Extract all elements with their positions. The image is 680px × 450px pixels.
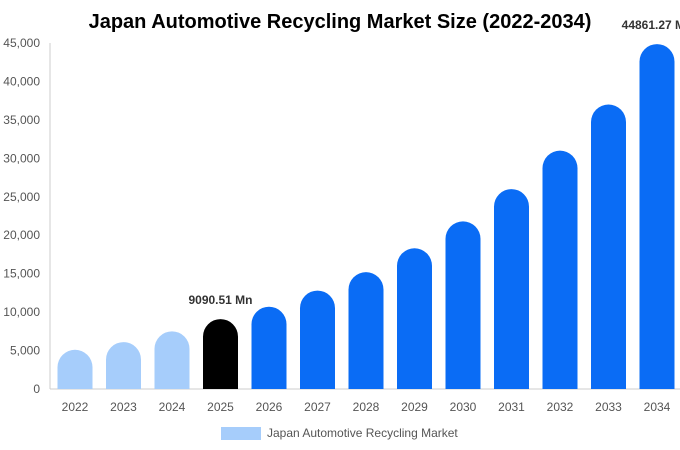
bar-2034[interactable]	[639, 44, 675, 389]
bar-2028[interactable]	[348, 272, 384, 389]
legend[interactable]: Japan Automotive Recycling Market	[221, 426, 458, 440]
y-tick-label: 35,000	[3, 113, 40, 127]
bar-2023[interactable]	[106, 342, 141, 389]
x-tick-label: 2024	[159, 400, 186, 414]
x-tick-label: 2027	[304, 400, 331, 414]
bar-2031[interactable]	[494, 189, 529, 389]
y-tick-label: 10,000	[3, 305, 40, 319]
legend-label: Japan Automotive Recycling Market	[267, 426, 458, 440]
x-tick-label: 2032	[547, 400, 574, 414]
y-axis: 0 5,000 10,000 15,000 20,000 25,000 30,000 35,0…	[3, 36, 40, 396]
bars	[57, 44, 675, 389]
bar-2030[interactable]	[445, 221, 481, 389]
x-tick-label: 2025	[207, 400, 234, 414]
y-tick-label: 40,000	[3, 74, 40, 88]
bar-2029[interactable]	[397, 248, 432, 389]
x-tick-label: 2031	[498, 400, 525, 414]
y-tick-label: 30,000	[3, 151, 40, 165]
y-tick-label: 0	[33, 382, 40, 396]
data-label-2025: 9090.51 Mn	[188, 293, 252, 307]
legend-swatch	[221, 427, 261, 440]
y-tick-label: 15,000	[3, 267, 40, 281]
bar-2024[interactable]	[154, 331, 190, 389]
y-tick-label: 5,000	[10, 344, 40, 358]
x-tick-label: 2029	[401, 400, 428, 414]
x-tick-label: 2022	[62, 400, 89, 414]
bar-2027[interactable]	[300, 290, 335, 389]
data-label-2034: 44861.27 Mn	[622, 18, 680, 32]
bar-2022[interactable]	[57, 349, 93, 389]
chart-title: Japan Automotive Recycling Market Size (…	[89, 11, 592, 33]
bar-2026[interactable]	[251, 306, 287, 389]
bar-2032[interactable]	[542, 150, 578, 389]
x-tick-label: 2034	[644, 400, 671, 414]
x-axis: 2022 2023 2024 2025 2026 2027 2028 2029 2030 2031…	[49, 43, 680, 414]
bar-2025[interactable]	[203, 319, 238, 389]
y-tick-label: 25,000	[3, 190, 40, 204]
bar-2033[interactable]	[591, 104, 626, 389]
x-tick-label: 2030	[450, 400, 477, 414]
y-tick-label: 20,000	[3, 228, 40, 242]
y-tick-label: 45,000	[3, 36, 40, 50]
x-tick-label: 2023	[110, 400, 137, 414]
x-tick-label: 2028	[353, 400, 380, 414]
data-labels: 9090.51 Mn 44861.27 Mn	[188, 18, 680, 307]
x-tick-label: 2026	[256, 400, 283, 414]
x-tick-label: 2033	[595, 400, 622, 414]
